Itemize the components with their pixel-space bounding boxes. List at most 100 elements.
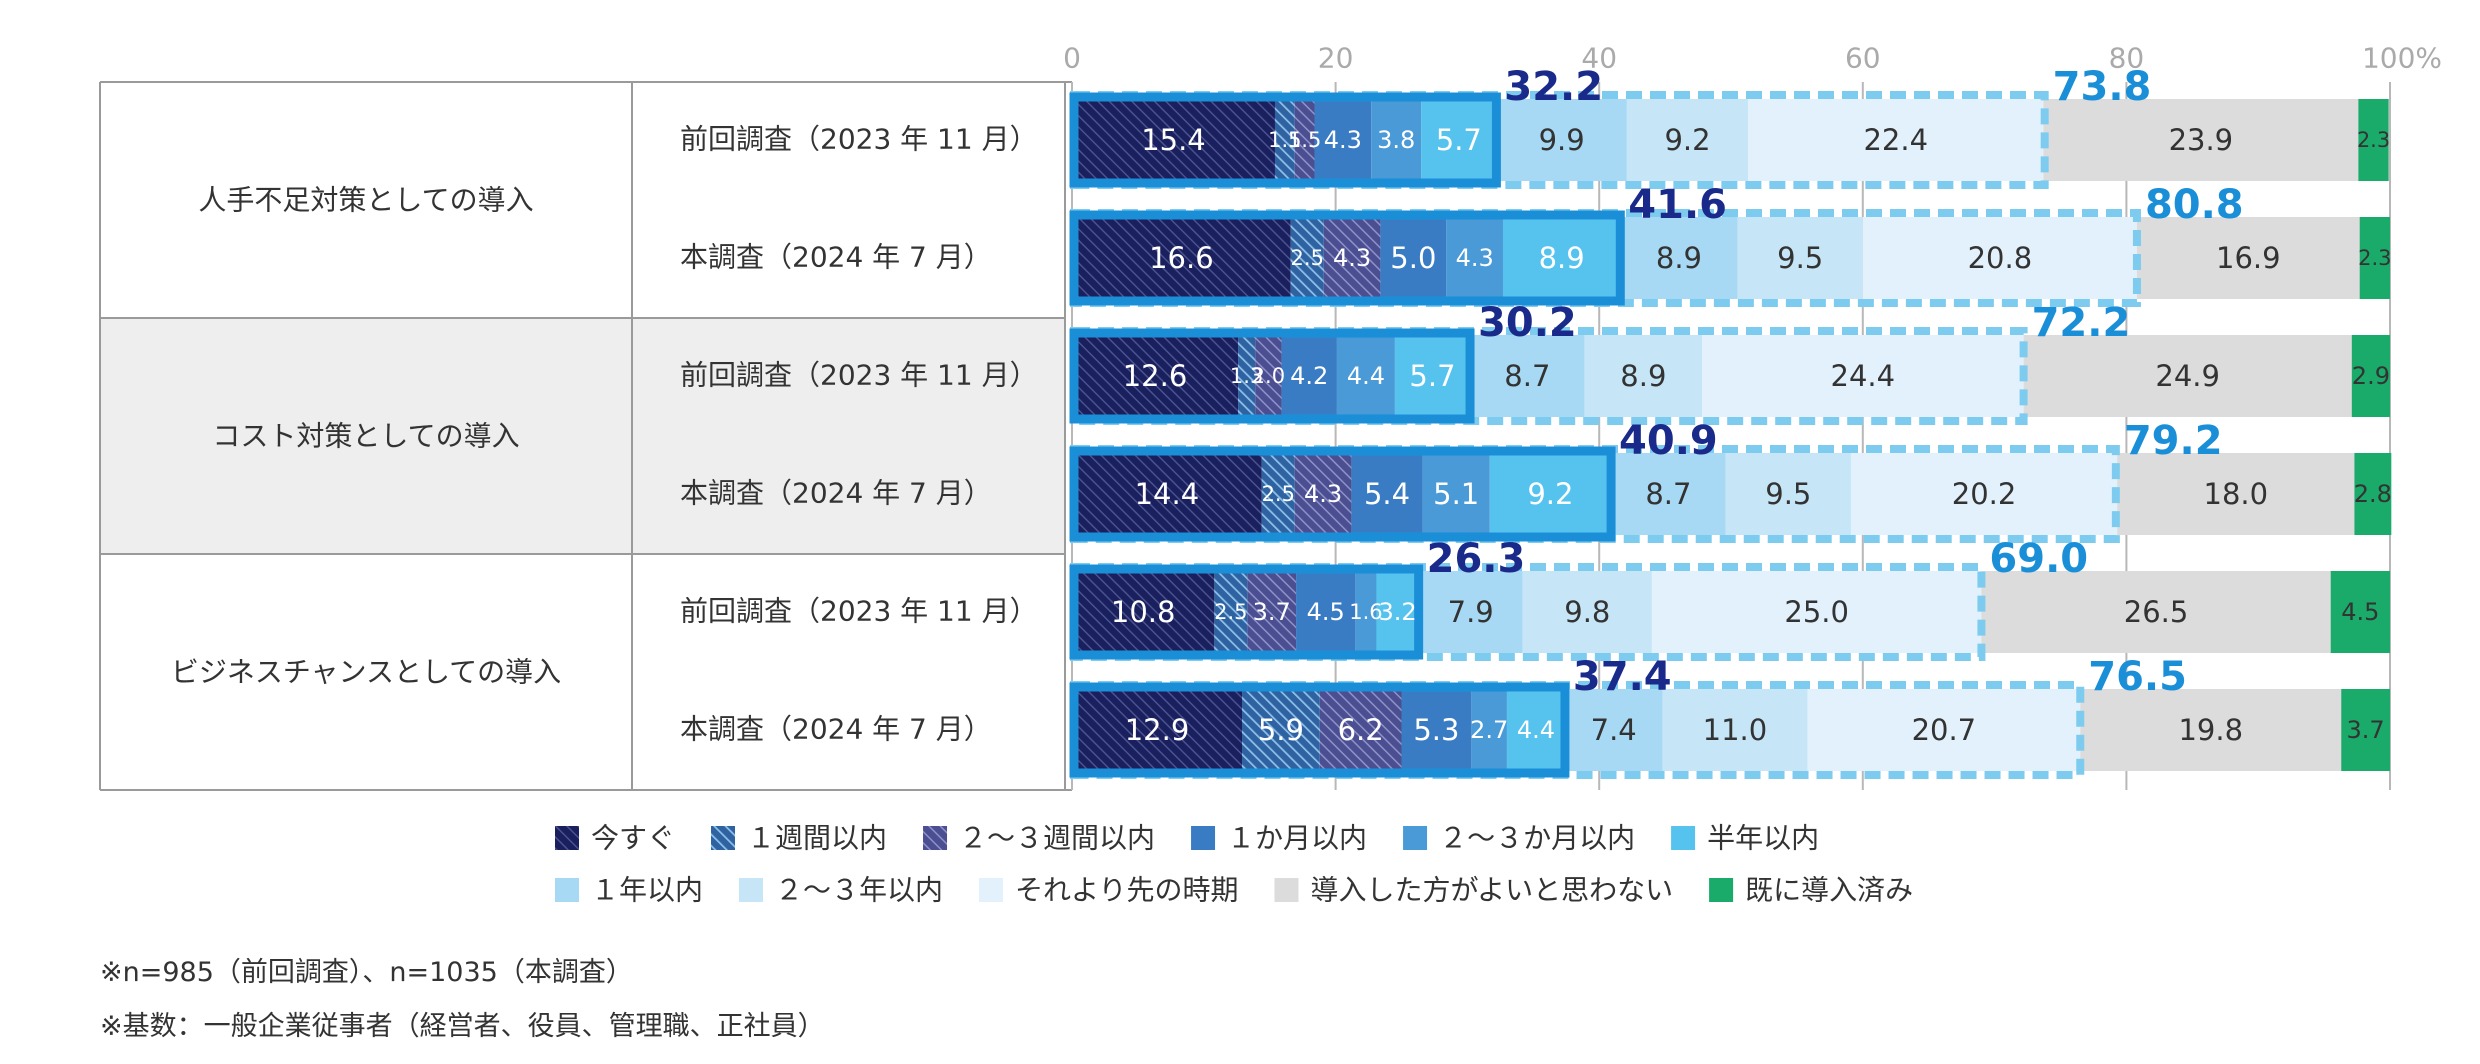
bar-segment [2330,571,2390,653]
segment-label: 9.5 [1765,477,1811,511]
bar-segment [1471,689,1507,771]
segment-label: 2.3 [2357,128,2390,152]
bar-segment [1611,453,1726,535]
legend-label: １か月以内 [1227,822,1367,855]
segment-label: 26.5 [2124,595,2189,629]
segment-label: 18.0 [2204,477,2269,511]
legend-swatch [1671,826,1696,850]
x-tick-label: 100% [2362,42,2442,75]
legend-swatch [711,826,736,850]
segment-label: 11.0 [1703,713,1768,747]
bar-segment [1296,571,1356,653]
legend-label: 半年以内 [1707,822,1819,855]
bar-segment [1502,217,1621,299]
x-tick-label: 80 [2109,42,2145,75]
bar-segment [1238,335,1256,417]
bar-segment [2043,99,2359,181]
cumulative-total: 76.5 [2088,654,2187,700]
row-label: 前回調査（2023 年 11 月） [680,359,1038,392]
bar-segment [1323,217,1381,299]
segment-label: 12.6 [1123,359,1188,393]
segment-label: 20.7 [1912,713,1977,747]
segment-label: 5.9 [1258,713,1304,747]
within-half-year-total: 40.9 [1619,418,1718,464]
footnote-base: ※基数：一般企業従事者（経営者、役員、管理職、正社員） [100,1011,825,1042]
segment-label: 9.2 [1664,123,1710,157]
half-year-frame [1069,446,1616,542]
segment-label: 4.3 [1456,244,1494,272]
bar-segment [1807,689,2081,771]
segment-label: 14.4 [1135,477,1200,511]
segment-label: 2.5 [1214,600,1247,624]
bar-segment [1422,453,1490,535]
bar-segment [1376,571,1419,653]
bar-segment [1446,217,1503,299]
row-label: 本調査（2024 年 7 月） [680,477,992,510]
segment-label: 3.2 [1378,598,1416,626]
legend-label: 今すぐ [591,822,675,855]
legend-swatch [555,826,579,850]
segment-label: 2.5 [1262,482,1295,506]
legend-swatch [923,826,948,850]
legend-label: ２～３か月以内 [1439,822,1635,855]
segment-label: 4.3 [1324,126,1362,154]
segment-label: 2.7 [1470,716,1508,744]
bar-segment [1247,571,1297,653]
bar-segment [1294,99,1315,181]
bar-segment [1274,99,1295,181]
segment-label: 16.9 [2216,241,2281,275]
segment-label: 20.2 [1952,477,2017,511]
bar-segment [1522,571,1652,653]
segment-label: 23.9 [2169,123,2234,157]
segment-label: 22.4 [1863,123,1928,157]
segment-label: 6.2 [1338,713,1384,747]
segment-label: 4.4 [1517,716,1555,744]
bar-segment [1281,335,1337,417]
x-tick-label: 0 [1063,42,1081,75]
segment-label: 4.4 [1347,362,1385,390]
group-label: 人手不足対策としての導入 [198,184,533,217]
segment-label: 19.8 [2178,713,2243,747]
segment-label: 1.5 [1268,128,1301,152]
bar-segment [1371,99,1422,181]
legend-label: それより先の時期 [1015,874,1238,907]
segment-label: 5.7 [1409,359,1455,393]
segment-label: 7.9 [1448,595,1494,629]
bar-segment [2117,453,2355,535]
bar-segment [1394,335,1471,417]
bar-segment [1072,689,1243,771]
bar-segment [1319,689,1402,771]
legend-label: 導入した方がよいと思わない [1310,874,1673,907]
bar-segment [1355,571,1377,653]
half-year-frame [1069,682,1570,778]
within-half-year-total: 32.2 [1504,64,1603,110]
bar-segment [1336,335,1395,417]
segment-label: 2.0 [1252,364,1285,388]
legend-swatch [1274,878,1299,902]
bar-segment [1072,571,1215,653]
bar-segment [1401,689,1472,771]
half-year-frame [1069,328,1475,424]
bar-segment [1290,217,1324,299]
legend-swatch [1403,826,1428,850]
legend-swatch [1191,826,1216,850]
segment-label: 4.3 [1333,244,1371,272]
segment-label: 15.4 [1141,123,1206,157]
legend-label: ２～３年以内 [775,874,943,907]
footnote-sample: ※n=985（前回調査）、n=1035（本調査） [100,957,633,988]
segment-label: 3.7 [2347,716,2385,744]
segment-label: 24.9 [2155,359,2220,393]
bar-segment [2358,99,2389,181]
segment-label: 4.3 [1304,480,1342,508]
bar-segment [2080,689,2342,771]
within-half-year-total: 30.2 [1478,300,1577,346]
bar-segment [1702,335,2024,417]
bar-segment [1255,335,1282,417]
bar-segment [1748,99,2044,181]
cumulative-frame [1070,327,2028,425]
segment-label: 20.8 [1968,241,2033,275]
segment-label: 8.9 [1620,359,1666,393]
bar-segment [1850,453,2118,535]
x-tick-label: 60 [1845,42,1881,75]
